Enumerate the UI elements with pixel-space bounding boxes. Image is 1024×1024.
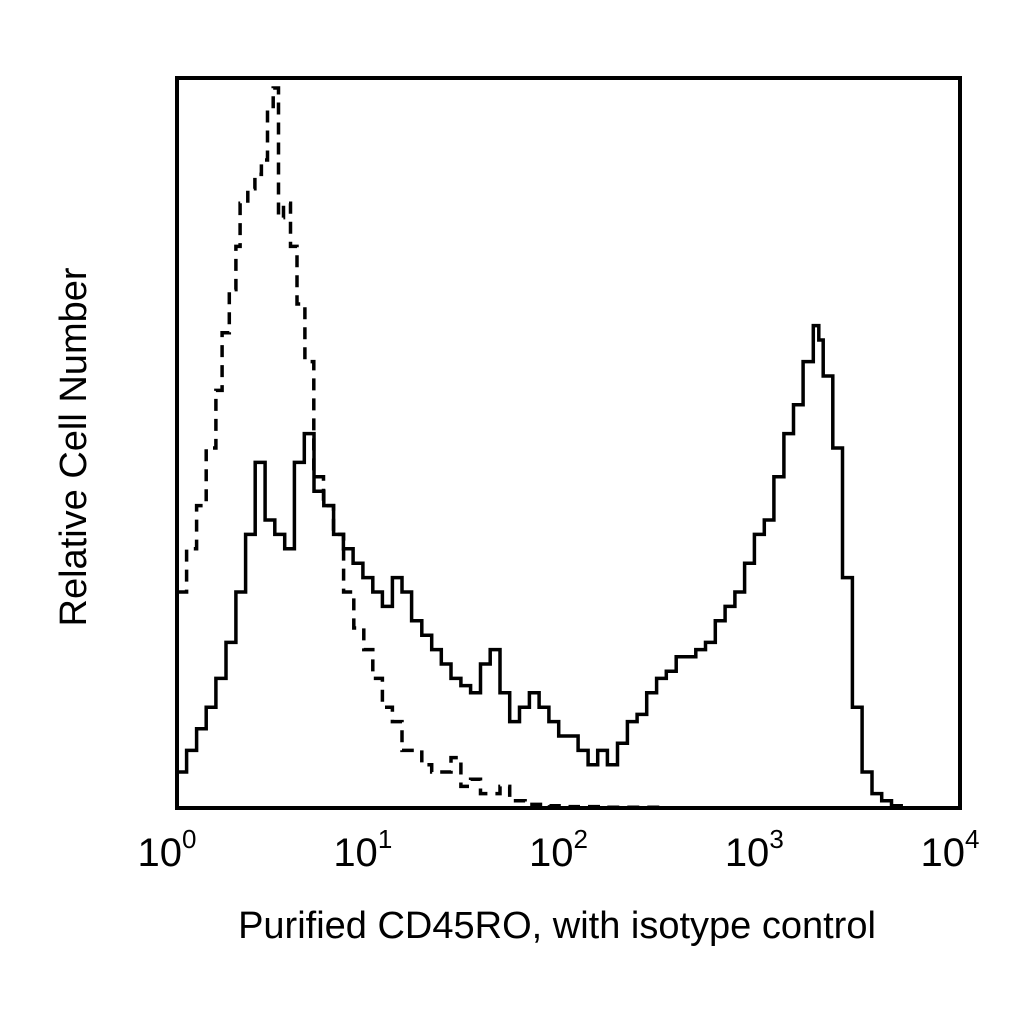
x-tick-exponent: 4: [965, 824, 979, 854]
x-tick-label: 102: [529, 824, 588, 875]
x-tick-base: 10: [725, 831, 770, 875]
x-axis-label: Purified CD45RO, with isotype control: [238, 905, 876, 947]
isotype-control-series-line: [177, 86, 664, 810]
x-tick-label: 104: [921, 824, 980, 875]
x-tick-base: 10: [333, 831, 378, 875]
x-tick-label: 103: [725, 824, 784, 875]
x-tick-exponent: 3: [769, 824, 783, 854]
plot-frame: [175, 76, 962, 810]
x-tick-label: 101: [333, 824, 392, 875]
x-tick-labels: 100 101 102 103 104: [138, 824, 980, 875]
x-tick-exponent: 0: [182, 824, 196, 854]
x-tick-base: 10: [529, 831, 574, 875]
x-tick-exponent: 2: [574, 824, 588, 854]
x-tick-exponent: 1: [378, 824, 392, 854]
cd45ro-series-line: [177, 323, 903, 808]
x-tick-label: 100: [138, 824, 197, 875]
y-axis-label: Relative Cell Number: [53, 267, 95, 626]
series-layer: [177, 86, 903, 810]
x-tick-base: 10: [138, 831, 183, 875]
x-tick-base: 10: [921, 831, 966, 875]
